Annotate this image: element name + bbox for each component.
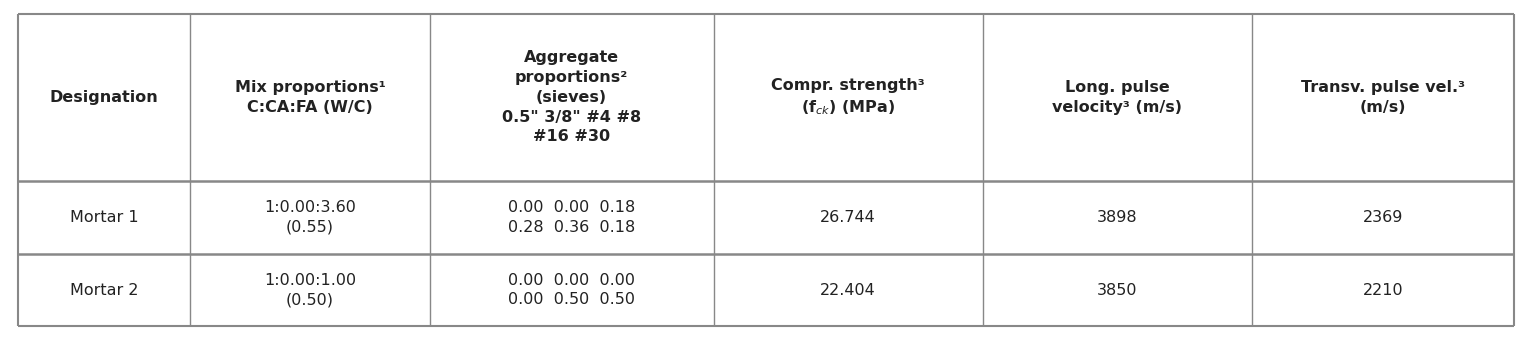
Text: 26.744: 26.744 bbox=[820, 210, 876, 225]
Text: 22.404: 22.404 bbox=[820, 283, 876, 298]
Text: Long. pulse
velocity³ (m/s): Long. pulse velocity³ (m/s) bbox=[1052, 80, 1183, 115]
Text: Mortar 2: Mortar 2 bbox=[70, 283, 138, 298]
Text: 1:0.00:1.00
(0.50): 1:0.00:1.00 (0.50) bbox=[264, 273, 355, 307]
Text: Compr. strength³
(f$_{ck}$) (MPa): Compr. strength³ (f$_{ck}$) (MPa) bbox=[772, 78, 925, 117]
Text: Designation: Designation bbox=[51, 90, 159, 105]
Text: 2369: 2369 bbox=[1362, 210, 1403, 225]
Text: Transv. pulse vel.³
(m/s): Transv. pulse vel.³ (m/s) bbox=[1301, 80, 1465, 115]
Text: 1:0.00:3.60
(0.55): 1:0.00:3.60 (0.55) bbox=[264, 200, 355, 235]
Text: 2210: 2210 bbox=[1362, 283, 1403, 298]
Text: Mortar 1: Mortar 1 bbox=[70, 210, 139, 225]
Text: 0.00  0.00  0.18
0.28  0.36  0.18: 0.00 0.00 0.18 0.28 0.36 0.18 bbox=[509, 200, 636, 235]
Text: Aggregate
proportions²
(sieves)
0.5" 3/8" #4 #8
#16 #30: Aggregate proportions² (sieves) 0.5" 3/8… bbox=[502, 50, 642, 144]
Text: Mix proportions¹
C:CA:FA (W/C): Mix proportions¹ C:CA:FA (W/C) bbox=[234, 80, 386, 115]
Text: 3850: 3850 bbox=[1097, 283, 1138, 298]
Text: 0.00  0.00  0.00
0.00  0.50  0.50: 0.00 0.00 0.00 0.00 0.50 0.50 bbox=[509, 273, 636, 307]
Text: 3898: 3898 bbox=[1097, 210, 1138, 225]
